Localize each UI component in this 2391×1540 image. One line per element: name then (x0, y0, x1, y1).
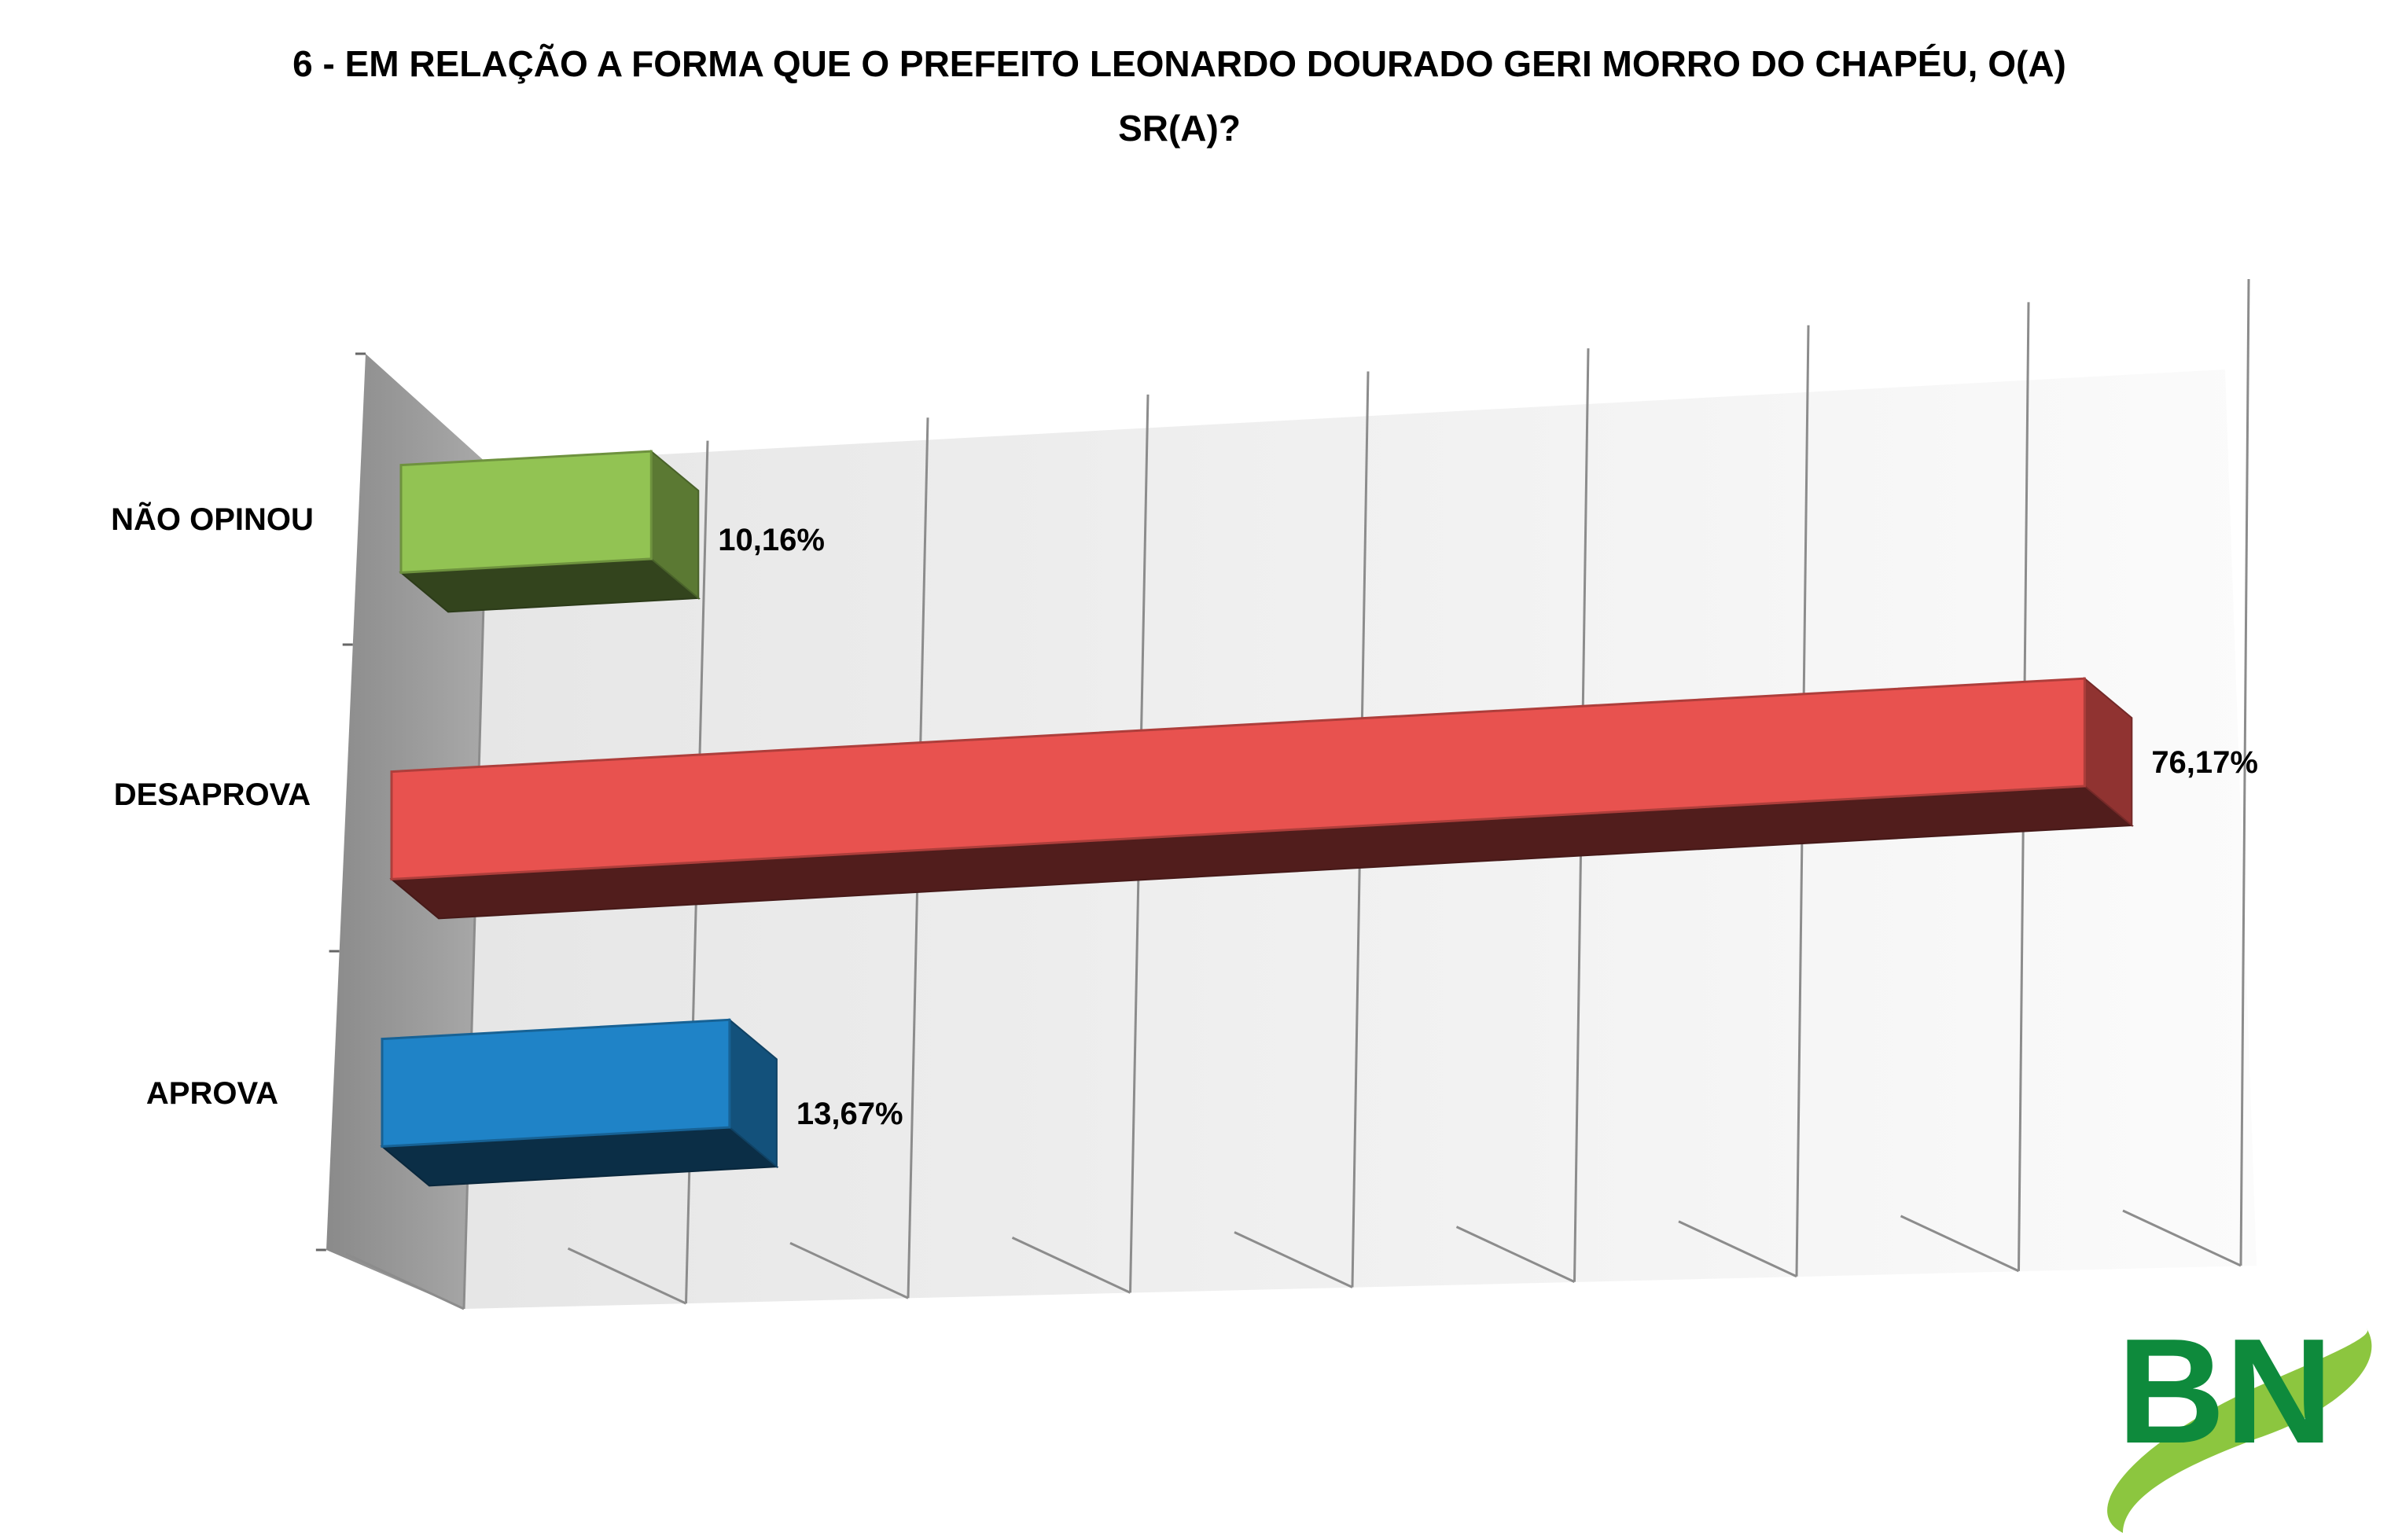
chart-title: 6 - EM RELAÇÃO A FORMA QUE O PREFEITO LE… (292, 43, 2066, 149)
floor-gridline (1234, 1231, 1353, 1288)
floor-gridline (1678, 1220, 1797, 1278)
category-label: NÃO OPINOU (111, 501, 314, 537)
bar-front-face (381, 1018, 731, 1148)
floor-gridline (345, 1252, 465, 1310)
category-label: APROVA (146, 1076, 278, 1111)
bar-0 (399, 449, 701, 613)
floor-gridline (567, 1247, 687, 1305)
bar-2 (380, 1018, 779, 1187)
logo-text: BN (2117, 1308, 2333, 1475)
gridline (2239, 278, 2250, 1266)
floor-gridline (789, 1241, 909, 1299)
floor-gridline (2122, 1209, 2242, 1267)
value-label: 10,16% (718, 523, 825, 557)
category-label: DESAPROVA (114, 777, 311, 812)
bars (380, 449, 2134, 1187)
brand-logo: BN (2107, 1308, 2372, 1533)
value-label: 13,67% (796, 1097, 903, 1131)
floor-gridline (1455, 1226, 1576, 1283)
logo-swoosh (2107, 1329, 2372, 1533)
bar-front-face (390, 677, 2086, 880)
bar-front-face (399, 450, 653, 574)
labels: NÃO OPINOU 10,16% DESAPROVA 76,17% APROVA 13,… (111, 501, 2258, 1131)
floor-gridline (1900, 1215, 2020, 1273)
value-label: 76,17% (2151, 745, 2258, 780)
floor-gridline (1011, 1237, 1131, 1294)
bar-1 (389, 677, 2134, 920)
